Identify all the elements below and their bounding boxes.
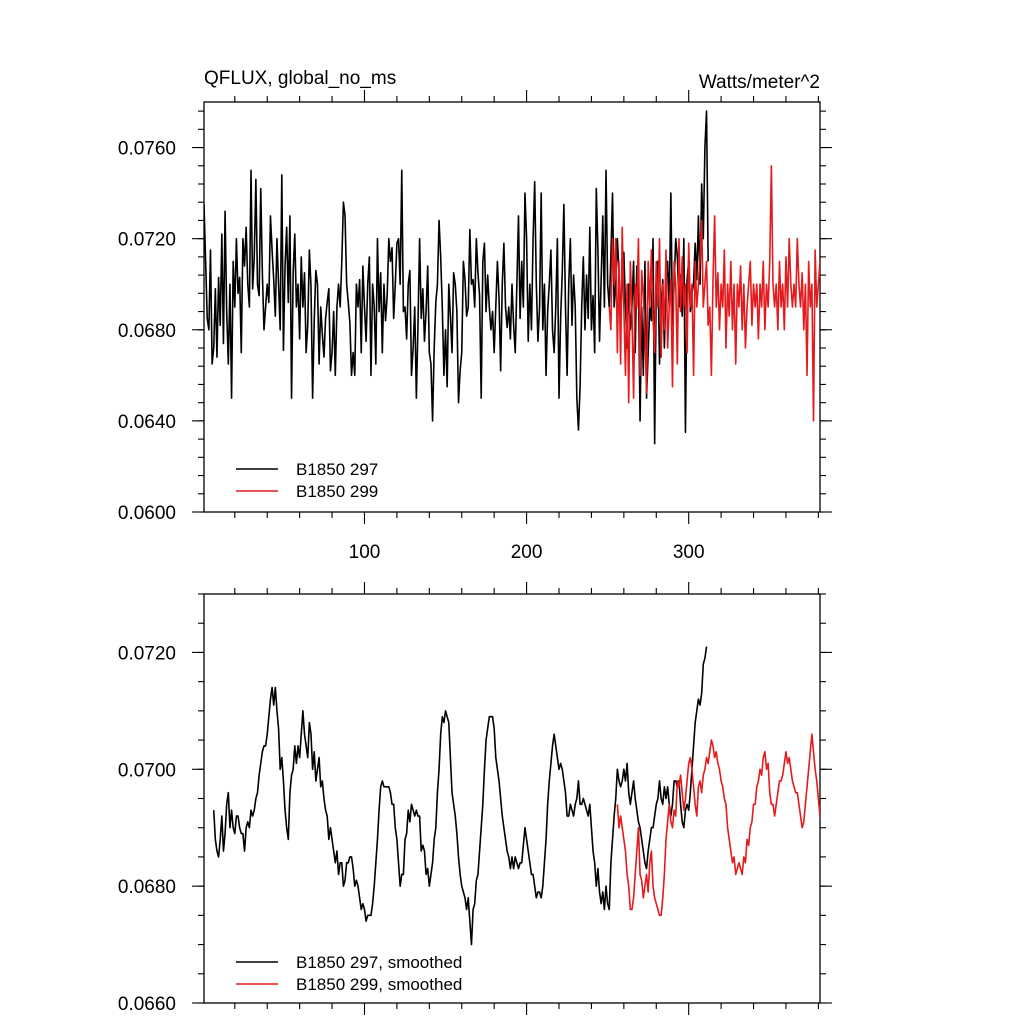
legend-label: B1850 297, smoothed: [296, 953, 462, 972]
x-tick-label: 200: [511, 542, 543, 563]
y-tick-label: 0.0640: [118, 412, 176, 433]
series-line-2: [608, 164, 820, 422]
y-tick-label: 0.0760: [118, 139, 176, 160]
x-tick-label: 100: [349, 542, 381, 563]
y-tick-label: 0.0720: [118, 230, 176, 251]
y-tick-label: 0.0680: [118, 321, 176, 342]
top-panel: 0.0600 0.0640 0.0680 0.0720 0.0760 100 200 300 Q…: [118, 68, 832, 563]
series-line-1: [212, 646, 708, 946]
plot-frame: [203, 593, 821, 1004]
legend-label: B1850 297: [296, 460, 378, 479]
y-tick-label: 0.0700: [118, 760, 176, 781]
bottom-panel: 0.0660 0.0680 0.0700 0.0720 B1850 297, smoot…: [118, 582, 832, 1015]
plot-frame: [203, 101, 821, 513]
chart-title: QFLUX, global_no_ms: [204, 68, 396, 89]
series-line-2: [616, 733, 820, 917]
series-line-1: [204, 110, 709, 445]
legend-label: B1850 299: [296, 482, 378, 501]
y-tick-label: 0.0600: [118, 503, 176, 524]
units-label: Watts/meter^2: [699, 72, 820, 93]
x-tick-label: 300: [673, 542, 705, 563]
y-tick-label: 0.0660: [118, 994, 176, 1015]
y-tick-label: 0.0680: [118, 877, 176, 898]
y-tick-label: 0.0720: [118, 643, 176, 664]
legend-label: B1850 299, smoothed: [296, 975, 462, 994]
